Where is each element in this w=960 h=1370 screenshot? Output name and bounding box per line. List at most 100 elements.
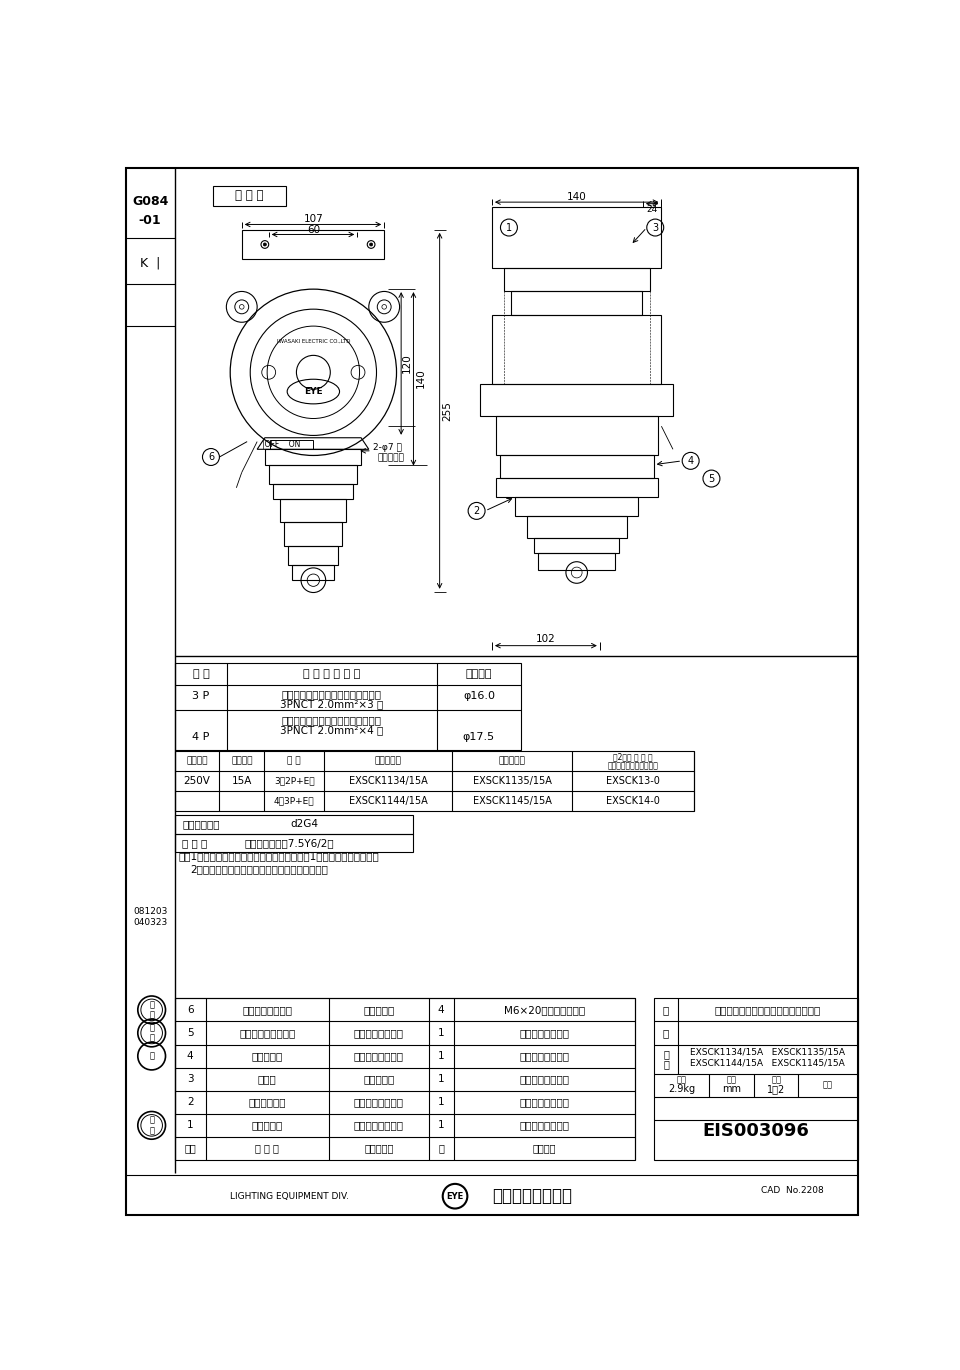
Bar xyxy=(175,663,521,749)
Bar xyxy=(175,833,414,852)
Bar xyxy=(480,384,673,416)
Text: 定格電流: 定格電流 xyxy=(231,756,252,766)
Text: 24: 24 xyxy=(646,204,658,214)
Bar xyxy=(284,522,342,545)
Text: EXSCK1134/15A: EXSCK1134/15A xyxy=(348,777,427,786)
Text: EXSCK1145/15A: EXSCK1145/15A xyxy=(472,796,551,806)
Text: メラミン焼付塗装: メラミン焼付塗装 xyxy=(519,1074,569,1084)
Text: 107: 107 xyxy=(303,214,324,225)
Text: EXSCK14-0: EXSCK14-0 xyxy=(606,796,660,806)
Text: アルミダイカスト: アルミダイカスト xyxy=(354,1028,404,1038)
Text: 部 品 名: 部 品 名 xyxy=(255,1144,279,1154)
Text: |OFF    ON: |OFF ON xyxy=(262,440,300,449)
Text: IWASAKI ELECTRIC CO.,LTD: IWASAKI ELECTRIC CO.,LTD xyxy=(276,338,350,344)
Text: 081203: 081203 xyxy=(132,907,167,915)
Text: 140: 140 xyxy=(416,369,426,388)
Text: 仕上外径: 仕上外径 xyxy=(466,669,492,680)
Bar xyxy=(280,499,346,522)
Text: d2G4: d2G4 xyxy=(290,819,319,829)
Text: M6×20（六角ボルト）: M6×20（六角ボルト） xyxy=(504,1004,585,1015)
Text: プラグ挿入口カバー: プラグ挿入口カバー xyxy=(239,1028,296,1038)
Text: 極 数: 極 数 xyxy=(287,756,300,766)
Text: 3PNCT 2.0mm²×4 心: 3PNCT 2.0mm²×4 心 xyxy=(280,725,383,736)
Text: 屋 内 用: 屋 内 用 xyxy=(235,189,264,203)
Text: 1: 1 xyxy=(438,1074,444,1084)
Bar xyxy=(504,269,650,292)
Text: 1: 1 xyxy=(438,1028,444,1038)
Text: 防爆構造記号: 防爆構造記号 xyxy=(182,819,220,829)
Circle shape xyxy=(263,242,266,247)
Text: 60: 60 xyxy=(307,225,320,234)
Bar xyxy=(213,186,286,206)
Text: 品: 品 xyxy=(663,1004,669,1015)
Text: 5: 5 xyxy=(187,1028,194,1038)
Text: 4（3P+E）: 4（3P+E） xyxy=(274,797,315,806)
Bar xyxy=(492,207,661,269)
Bar xyxy=(288,545,338,564)
Text: 3: 3 xyxy=(187,1074,194,1084)
Text: 3（2P+E）: 3（2P+E） xyxy=(274,777,315,785)
Text: 2．製品は本体形式のみの表示になっています。: 2．製品は本体形式のみの表示になっています。 xyxy=(190,864,328,874)
Text: 材質・材厚: 材質・材厚 xyxy=(364,1144,394,1154)
Text: EYE: EYE xyxy=(446,1192,464,1200)
Text: （近似マンセル7.5Y6/2）: （近似マンセル7.5Y6/2） xyxy=(244,838,334,848)
Text: 102: 102 xyxy=(536,634,556,644)
Bar xyxy=(273,484,353,499)
Text: 3 P: 3 P xyxy=(192,690,209,700)
Text: 極 数: 極 数 xyxy=(193,669,209,680)
Text: 3: 3 xyxy=(652,222,659,233)
Text: φ17.5: φ17.5 xyxy=(463,733,495,743)
Bar xyxy=(539,553,615,570)
Text: 質量: 質量 xyxy=(677,1075,686,1085)
Text: 仕 上 色: 仕 上 色 xyxy=(182,838,207,848)
Bar xyxy=(492,315,661,384)
Text: 図番: 図番 xyxy=(823,1080,832,1089)
Text: 坂
本: 坂 本 xyxy=(149,1000,155,1019)
Text: 2: 2 xyxy=(473,506,480,516)
Text: クロロプレンキャブタイヤケーブル: クロロプレンキャブタイヤケーブル xyxy=(282,715,382,725)
Bar xyxy=(269,464,357,484)
Text: メラミン焼付塗装: メラミン焼付塗装 xyxy=(519,1028,569,1038)
Text: G084: G084 xyxy=(132,195,168,208)
Text: -01: -01 xyxy=(139,214,161,227)
Text: 140: 140 xyxy=(566,192,587,201)
Text: 部番: 部番 xyxy=(184,1144,196,1154)
Text: アルミダイカスト: アルミダイカスト xyxy=(354,1097,404,1107)
Text: EYE: EYE xyxy=(304,388,323,396)
Text: 1：2: 1：2 xyxy=(767,1084,785,1095)
Text: １６ニ方出: １６ニ方出 xyxy=(374,756,401,766)
Bar xyxy=(516,497,638,516)
Text: 250V: 250V xyxy=(183,777,210,786)
Bar xyxy=(175,815,414,833)
Text: 単位: 単位 xyxy=(727,1075,736,1085)
Text: 坂
内: 坂 内 xyxy=(149,1115,155,1136)
Bar xyxy=(271,440,313,449)
Text: 名: 名 xyxy=(663,1049,669,1059)
Text: 尺度: 尺度 xyxy=(771,1075,781,1085)
Text: （取付用）: （取付用） xyxy=(377,453,404,462)
Text: K  |: K | xyxy=(140,256,160,270)
Bar xyxy=(496,416,658,455)
Text: 1: 1 xyxy=(438,1121,444,1130)
Text: 15A: 15A xyxy=(231,777,252,786)
Bar xyxy=(527,516,627,538)
Text: 5: 5 xyxy=(708,474,714,484)
Bar xyxy=(535,538,619,553)
Text: mm: mm xyxy=(722,1084,741,1095)
Bar xyxy=(654,999,857,1160)
Text: 値　　考: 値 考 xyxy=(533,1144,556,1154)
Bar xyxy=(292,564,334,581)
Text: 1: 1 xyxy=(438,1097,444,1107)
Text: 岩崎電気株式会社: 岩崎電気株式会社 xyxy=(492,1188,572,1206)
Circle shape xyxy=(370,242,372,247)
Bar xyxy=(265,449,361,464)
Text: カバー締付ボルト: カバー締付ボルト xyxy=(242,1004,292,1015)
Text: プラグホルダ: プラグホルダ xyxy=(249,1097,286,1107)
Text: EXSCK1135/15A: EXSCK1135/15A xyxy=(472,777,551,786)
Bar xyxy=(175,999,636,1160)
Text: 締付リング: 締付リング xyxy=(252,1051,283,1060)
Text: 4: 4 xyxy=(438,1004,444,1015)
Bar xyxy=(512,292,642,315)
Text: （型式検定合格証形式）: （型式検定合格証形式） xyxy=(608,762,659,770)
Text: CAD  No.2208: CAD No.2208 xyxy=(761,1186,824,1195)
